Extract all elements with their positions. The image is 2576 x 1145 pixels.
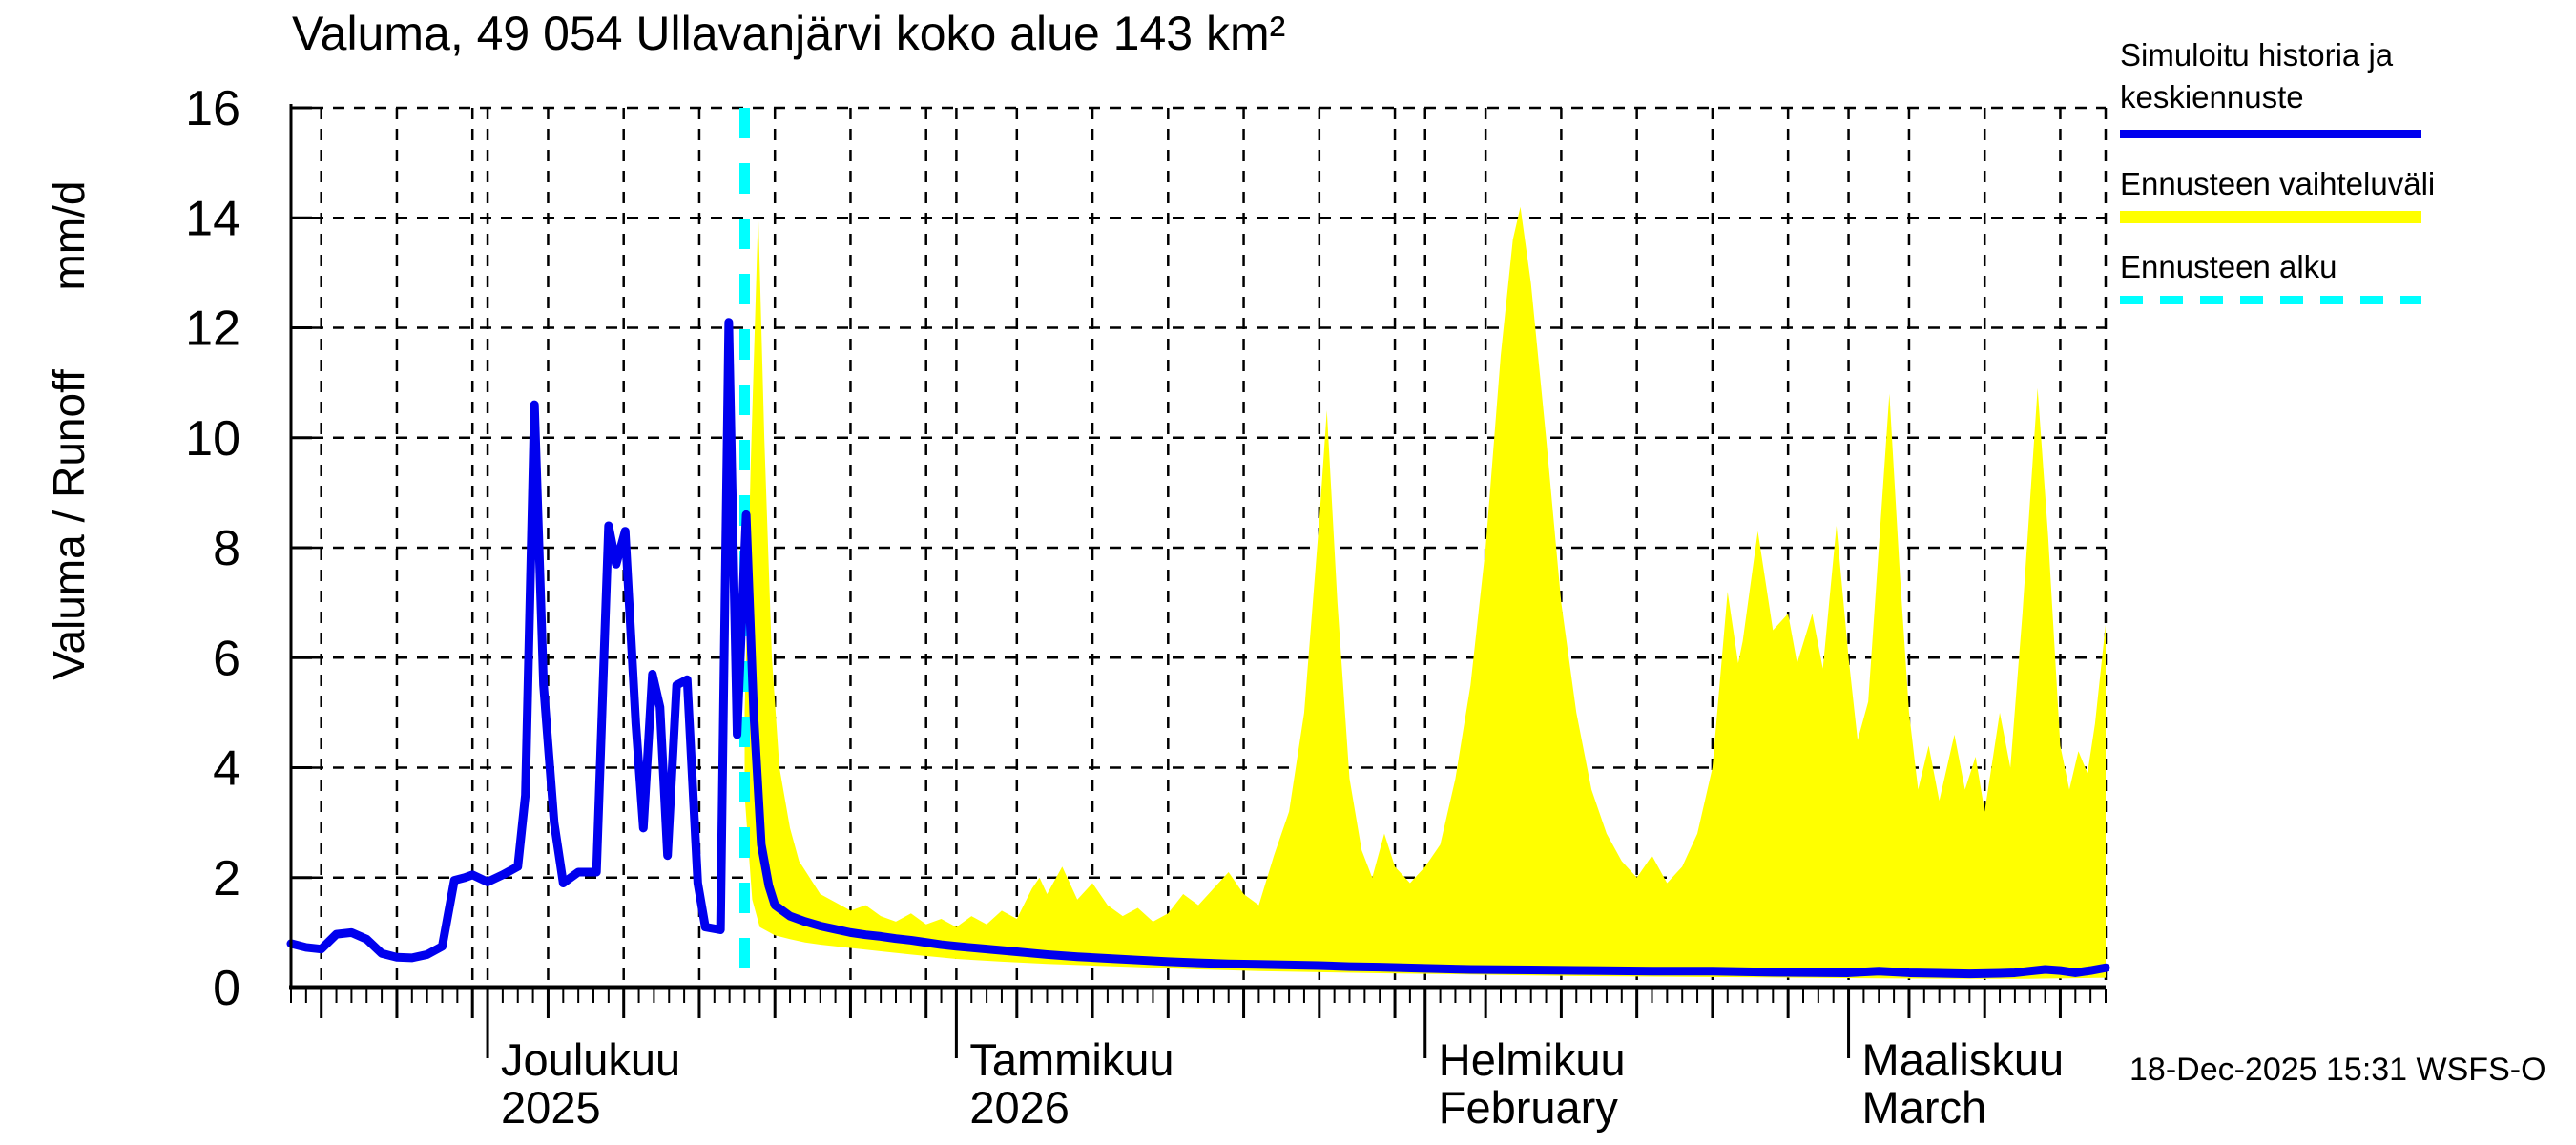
month-sublabel: 2025 [501,1082,601,1133]
x-ticks [290,989,2107,1058]
legend-range-label: Ennusteen vaihteluväli [2120,166,2436,201]
month-sublabel: February [1439,1082,1619,1133]
month-sublabel: 2026 [969,1082,1070,1133]
y-tick-label: 6 [213,631,240,686]
range-band-swatch [2120,211,2421,223]
history-forecast-line [286,318,2110,979]
month-label: Tammikuu [969,1034,1174,1085]
legend-history-label-line1: Simuloitu historia ja [2120,37,2394,73]
month-label: Helmikuu [1439,1034,1626,1085]
month-sublabel: March [1862,1082,1987,1133]
chart-title: Valuma, 49 054 Ullavanjärvi koko alue 14… [292,7,1286,60]
forecast-range-band [744,206,2106,979]
legend-item-range: Ennusteen vaihteluväli [2120,163,2530,223]
y-tick-label: 12 [185,302,240,357]
legend-item-history: Simuloitu historia ja keskiennuste [2120,34,2530,138]
y-tick-label: 8 [213,521,240,576]
y-tick-label: 16 [185,81,240,136]
legend-item-forecast-start: Ennusteen alku [2120,246,2530,304]
y-axis-unit-label: mm/d [44,180,93,291]
history-line-swatch [2120,130,2421,138]
y-axis-label: Valuma / Runoff [44,369,93,680]
y-tick-label: 10 [185,411,240,467]
y-tick-label: 2 [213,851,240,906]
forecast-start-line-swatch [2120,296,2421,304]
legend-forecast-start-label: Ennusteen alku [2120,249,2337,284]
grid-horizontal [291,106,2106,879]
y-tick-label: 4 [213,741,240,797]
month-label: Maaliskuu [1862,1034,2065,1085]
y-tick-label: 0 [213,961,240,1016]
y-ticks: 0 2 4 6 8 10 12 14 16 [185,81,312,1016]
month-label: Joulukuu [501,1034,680,1085]
y-tick-label: 14 [185,191,240,246]
timestamp: 18-Dec-2025 15:31 WSFS-O [2129,1051,2546,1088]
legend: Simuloitu historia ja keskiennuste Ennus… [2120,34,2530,304]
legend-history-label-line2: keskiennuste [2120,79,2304,114]
